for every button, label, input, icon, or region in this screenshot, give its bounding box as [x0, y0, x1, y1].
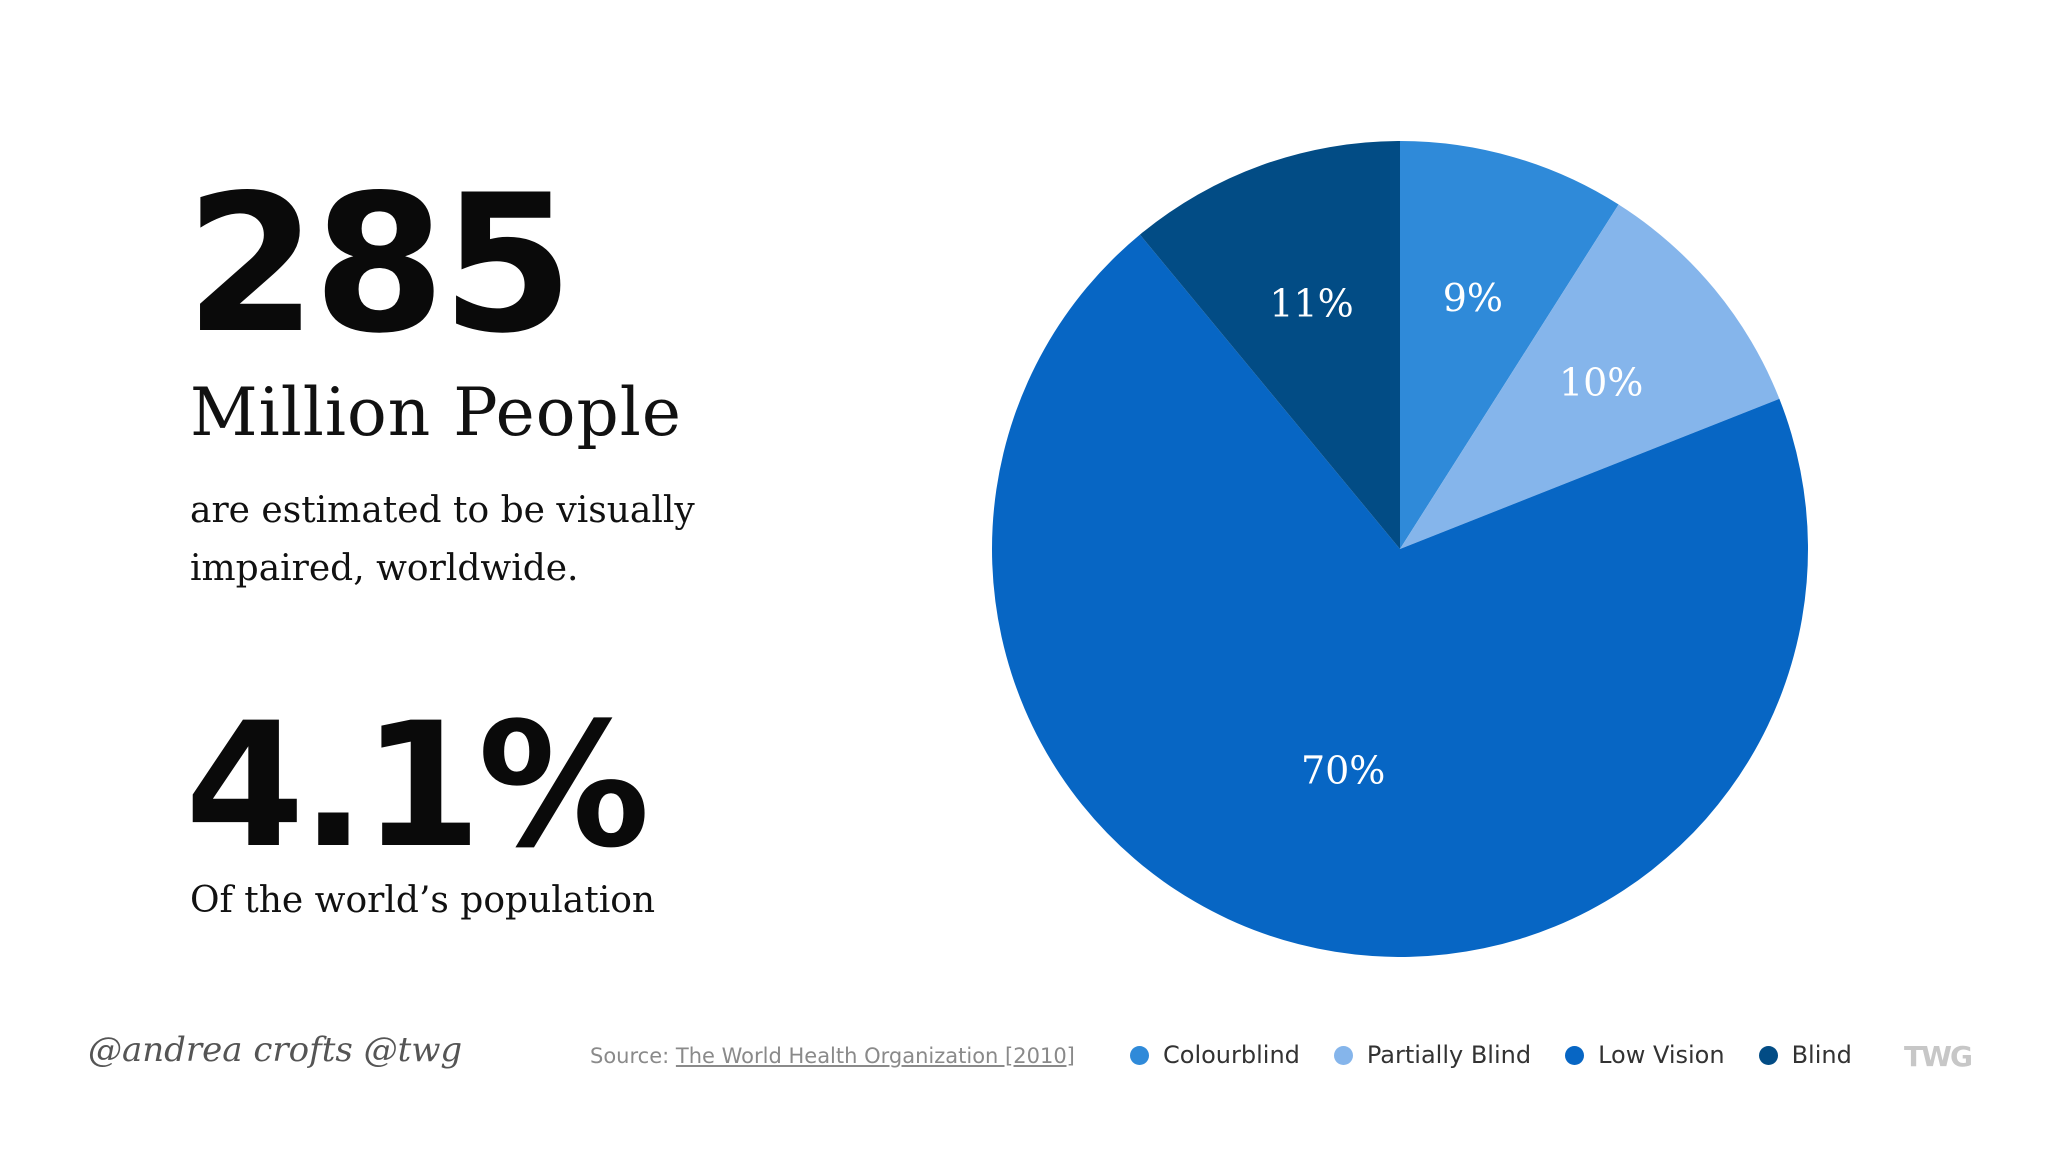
pie-slice-low-vision	[991, 234, 1808, 958]
legend-label: Low Vision	[1598, 1041, 1725, 1069]
stat-number: 285	[185, 154, 574, 375]
legend-label: Blind	[1791, 1041, 1852, 1069]
pie-slice-colourblind	[1400, 141, 1619, 549]
pie-slices	[991, 141, 1808, 958]
pie-label-blind: 11%	[1269, 281, 1353, 325]
legend-swatch	[1333, 1045, 1353, 1065]
legend-item-low-vision: Low Vision	[1565, 1041, 1725, 1069]
stat-percent: 4.1%	[185, 685, 650, 886]
legend-item-partially-blind: Partially Blind	[1333, 1041, 1532, 1069]
legend-swatch	[1758, 1045, 1778, 1065]
pie-label-low-vision: 70%	[1301, 748, 1385, 792]
legend-label: Partially Blind	[1366, 1041, 1532, 1069]
source-link[interactable]: The World Health Organization [2010]	[675, 1044, 1075, 1068]
twg-logo: TWG	[1904, 1040, 1973, 1073]
pie-labels: 9% 10% 70% 11%	[1269, 276, 1643, 792]
author-signature: @andrea crofts @twg	[88, 1030, 463, 1070]
chart-legend: Colourblind Partially Blind Low Vision Blin…	[1130, 1041, 1886, 1069]
legend-swatch	[1130, 1045, 1149, 1065]
pie-slice-blind	[1139, 141, 1400, 549]
source-citation: Source: The World Health Organization [2…	[590, 1044, 1075, 1068]
stat-description: are estimated to be visually impaired, w…	[190, 490, 695, 589]
pie-label-partially-blind: 10%	[1559, 361, 1643, 405]
legend-item-blind: Blind	[1758, 1041, 1852, 1069]
pie-label-colourblind: 9%	[1443, 276, 1503, 320]
legend-label: Colourblind	[1163, 1041, 1300, 1069]
stat-percent-description: Of the world’s population	[190, 880, 656, 921]
legend-item-colourblind: Colourblind	[1130, 1041, 1300, 1069]
stat-unit: Million People	[190, 374, 682, 451]
legend-swatch	[1565, 1045, 1585, 1065]
pie-slice-partially-blind	[1400, 204, 1780, 549]
source-prefix: Source:	[590, 1044, 676, 1068]
